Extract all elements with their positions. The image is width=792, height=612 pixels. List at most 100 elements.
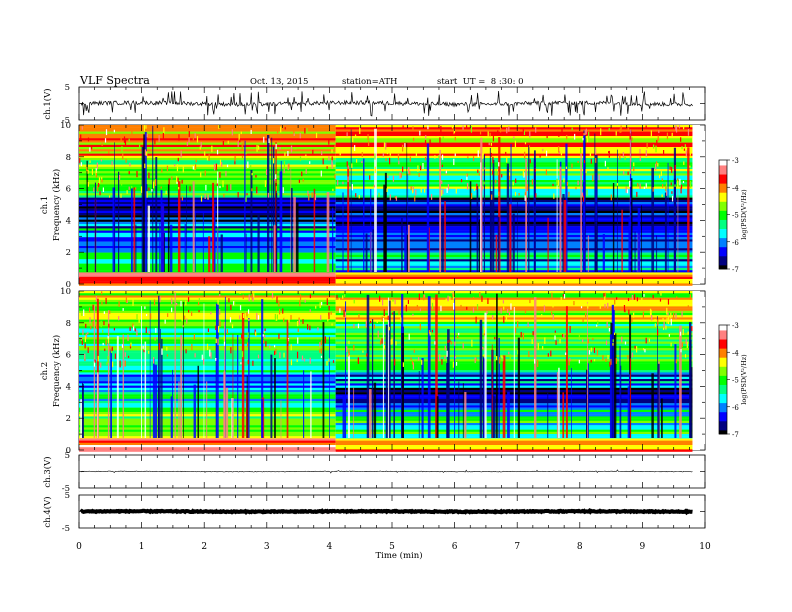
ch2-spectrogram-burst [421,357,424,438]
ch1-spectrogram-row [79,248,336,251]
ch2-spectrogram-speckle [256,313,258,320]
ch1-spectrogram-speckle [154,179,157,186]
ch1-spectrogram-speckle [546,133,548,139]
ch1-spectrogram-speckle [279,147,281,150]
ch1-spectrogram-speckle [374,153,376,160]
ch2-spectrogram-speckle [210,311,212,315]
ch1-spectrogram-speckle [251,173,253,176]
ch2-spectrogram-burst [246,376,248,438]
ch2-spectrogram-speckle [331,323,333,326]
ch2-spectrogram-speckle [206,343,209,351]
ch1-spectrogram-speckle [308,194,310,201]
ch2-spectrogram-speckle [247,309,250,314]
ch2-spectrogram-speckle [628,309,630,315]
ch2-spectrogram-speckle [247,342,249,347]
ch1-colorbar-step [719,210,727,214]
ch2-colorbar-step [719,417,727,420]
ch2-spectrogram-speckle [660,291,662,296]
ch1-spectrogram-row [79,127,336,130]
ch1-spectrogram-burst [250,169,253,272]
ch2-spectrogram-burst [629,314,632,438]
ch1-spectrogram-row [79,226,336,229]
ch2-colorbar-label: log(PSD(V²/Hz) [740,354,748,405]
ch1-spectrogram-speckle [566,134,568,140]
ch2-spectrogram-burst [366,294,370,438]
ch1-spectrogram-speckle [412,186,414,193]
ch2-spectrogram-burst [612,310,615,438]
ch1-spectrogram-speckle [395,196,398,201]
ch1-spectrogram-burst [630,178,633,272]
ch2-spectrogram-burst [237,335,239,438]
ch1-spectrogram-burst [621,209,623,272]
ch1-spectrogram-speckle [506,127,508,134]
ch2-spectrogram-speckle [429,332,431,336]
y-tick-label: 10 [60,287,71,297]
ch1-spectrogram-burst [492,159,495,272]
ch2-spectrogram-speckle [271,292,274,299]
ch2-spectrogram-speckle [681,311,683,317]
ch1-spectrogram-speckle [657,138,659,142]
ch2-spectrogram-speckle [524,309,527,314]
ch1-spectrogram-burst [512,213,515,272]
ch2-spectrogram-row [79,332,336,336]
ch1-spectrogram-row [335,206,693,209]
ch1-spectrogram-burst [580,153,582,272]
ch2-spectrogram-speckle [283,313,285,319]
ch2-spectrogram-speckle [119,360,121,368]
ch2-spectrogram-speckle [551,311,553,315]
ch2-spectrogram-speckle [568,358,570,366]
ch1-spectrogram-row [335,147,693,150]
ch1-spectrogram-burst [86,160,88,272]
ch2-spectrogram-speckle [457,335,459,339]
ch1-spectrogram-burst [326,192,330,272]
ch1-spectrogram-speckle [407,148,409,153]
ch1-colorbar-step [719,230,727,234]
ch1-spectrogram-burst [350,129,352,272]
ch2-spectrogram-row [79,440,336,443]
ch2-spectrogram-burst [482,356,484,438]
ch1-spectrogram-burst [565,143,568,272]
ch2-spectrogram-burst [329,336,330,438]
ch1-spectrogram-row [79,202,336,205]
ch2-spectrogram-speckle [434,341,436,345]
ch1-spectrogram-speckle [513,136,515,139]
ch2-spectrogram-speckle [175,302,178,306]
ch1-spectrogram-row [79,149,336,152]
y-tick-label: -5 [62,116,70,126]
ch1-spectrogram-speckle [607,167,609,170]
ch1-colorbar-step [719,160,727,163]
ch2-spectrogram-speckle [552,302,554,308]
ch1-spectrogram-speckle [557,180,559,186]
ch1-spectrogram-speckle [586,189,588,196]
ch1-spectrogram-speckle [460,179,463,183]
ch2-spectrogram-speckle [107,356,109,363]
ch2-spectrogram-speckle [84,343,86,349]
ch1-spectrogram-speckle [275,174,277,180]
ch2-spectrogram-speckle [649,308,652,314]
ch2-spectrogram-row [79,370,336,373]
ch2-spectrogram-speckle [483,327,485,334]
ch1-spectrogram-speckle [687,128,690,136]
ch2-colorbar-step [719,346,727,350]
ch1-spectrogram-row [335,186,693,189]
ch2-spectrogram-speckle [383,309,385,317]
ch2-spectrogram-row [79,354,336,358]
ch2-spectrogram-speckle [353,344,355,351]
ch2-spectrogram-speckle [129,326,131,331]
ch2-spectrogram-burst [347,353,350,438]
ch1-spectrogram-speckle [355,193,357,198]
ch2-spectrogram-burst [107,310,110,438]
ch1-spectrogram-speckle [219,185,221,189]
ch2-spectrogram-speckle [118,316,120,321]
ch2-spectrogram-burst [507,391,510,438]
ch1-spectrogram-speckle [598,174,600,181]
ch1-spectrogram-speckle [442,136,444,141]
ch1-spectrogram-speckle [615,131,617,136]
ch2-spectrogram-speckle [684,354,687,358]
ch2-spectrogram-burst [691,367,694,438]
ch1-spectrogram-burst [141,146,145,272]
ch1-colorbar-step [719,256,727,259]
ch2-spectrogram-speckle [472,296,475,300]
